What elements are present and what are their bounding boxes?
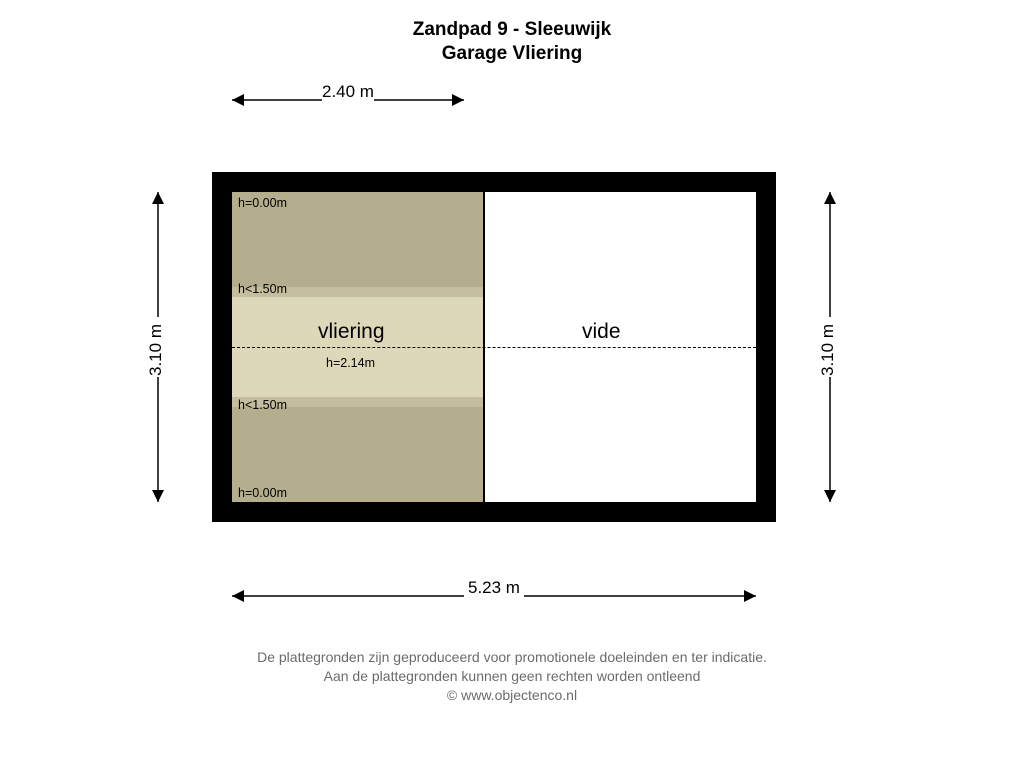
footer: De plattegronden zijn geproduceerd voor …: [0, 648, 1024, 705]
room-divider: [483, 192, 485, 502]
title-block: Zandpad 9 - Sleeuwijk Garage Vliering: [0, 18, 1024, 66]
ridge-line: [232, 347, 756, 348]
footer-line-3: © www.objectenco.nl: [0, 686, 1024, 705]
plan-interior: vliering vide h=0.00m h<1.50m h=2.14m h<…: [232, 192, 756, 502]
h-label-3: h<1.50m: [238, 398, 287, 412]
title-line-1: Zandpad 9 - Sleeuwijk: [0, 18, 1024, 42]
footer-line-1: De plattegronden zijn geproduceerd voor …: [0, 648, 1024, 667]
dim-label-bottom: 5.23 m: [232, 578, 756, 598]
dim-label-left: 3.10 m: [146, 324, 166, 376]
h-label-2: h=2.14m: [326, 356, 375, 370]
label-vliering: vliering: [318, 320, 385, 344]
label-vide: vide: [582, 320, 621, 344]
h-label-0: h=0.00m: [238, 196, 287, 210]
h-label-4: h=0.00m: [238, 486, 287, 500]
floor-plan: vliering vide h=0.00m h<1.50m h=2.14m h<…: [212, 172, 776, 522]
dim-label-right: 3.10 m: [818, 324, 838, 376]
dimension-right: 3.10 m: [816, 192, 844, 502]
dimension-left: 3.10 m: [144, 192, 172, 502]
footer-line-2: Aan de plattegronden kunnen geen rechten…: [0, 667, 1024, 686]
dim-label-top: 2.40 m: [232, 82, 464, 102]
title-line-2: Garage Vliering: [0, 42, 1024, 66]
dimension-bottom: 5.23 m: [232, 582, 756, 610]
h-label-1: h<1.50m: [238, 282, 287, 296]
dimension-top: 2.40 m: [232, 86, 464, 114]
